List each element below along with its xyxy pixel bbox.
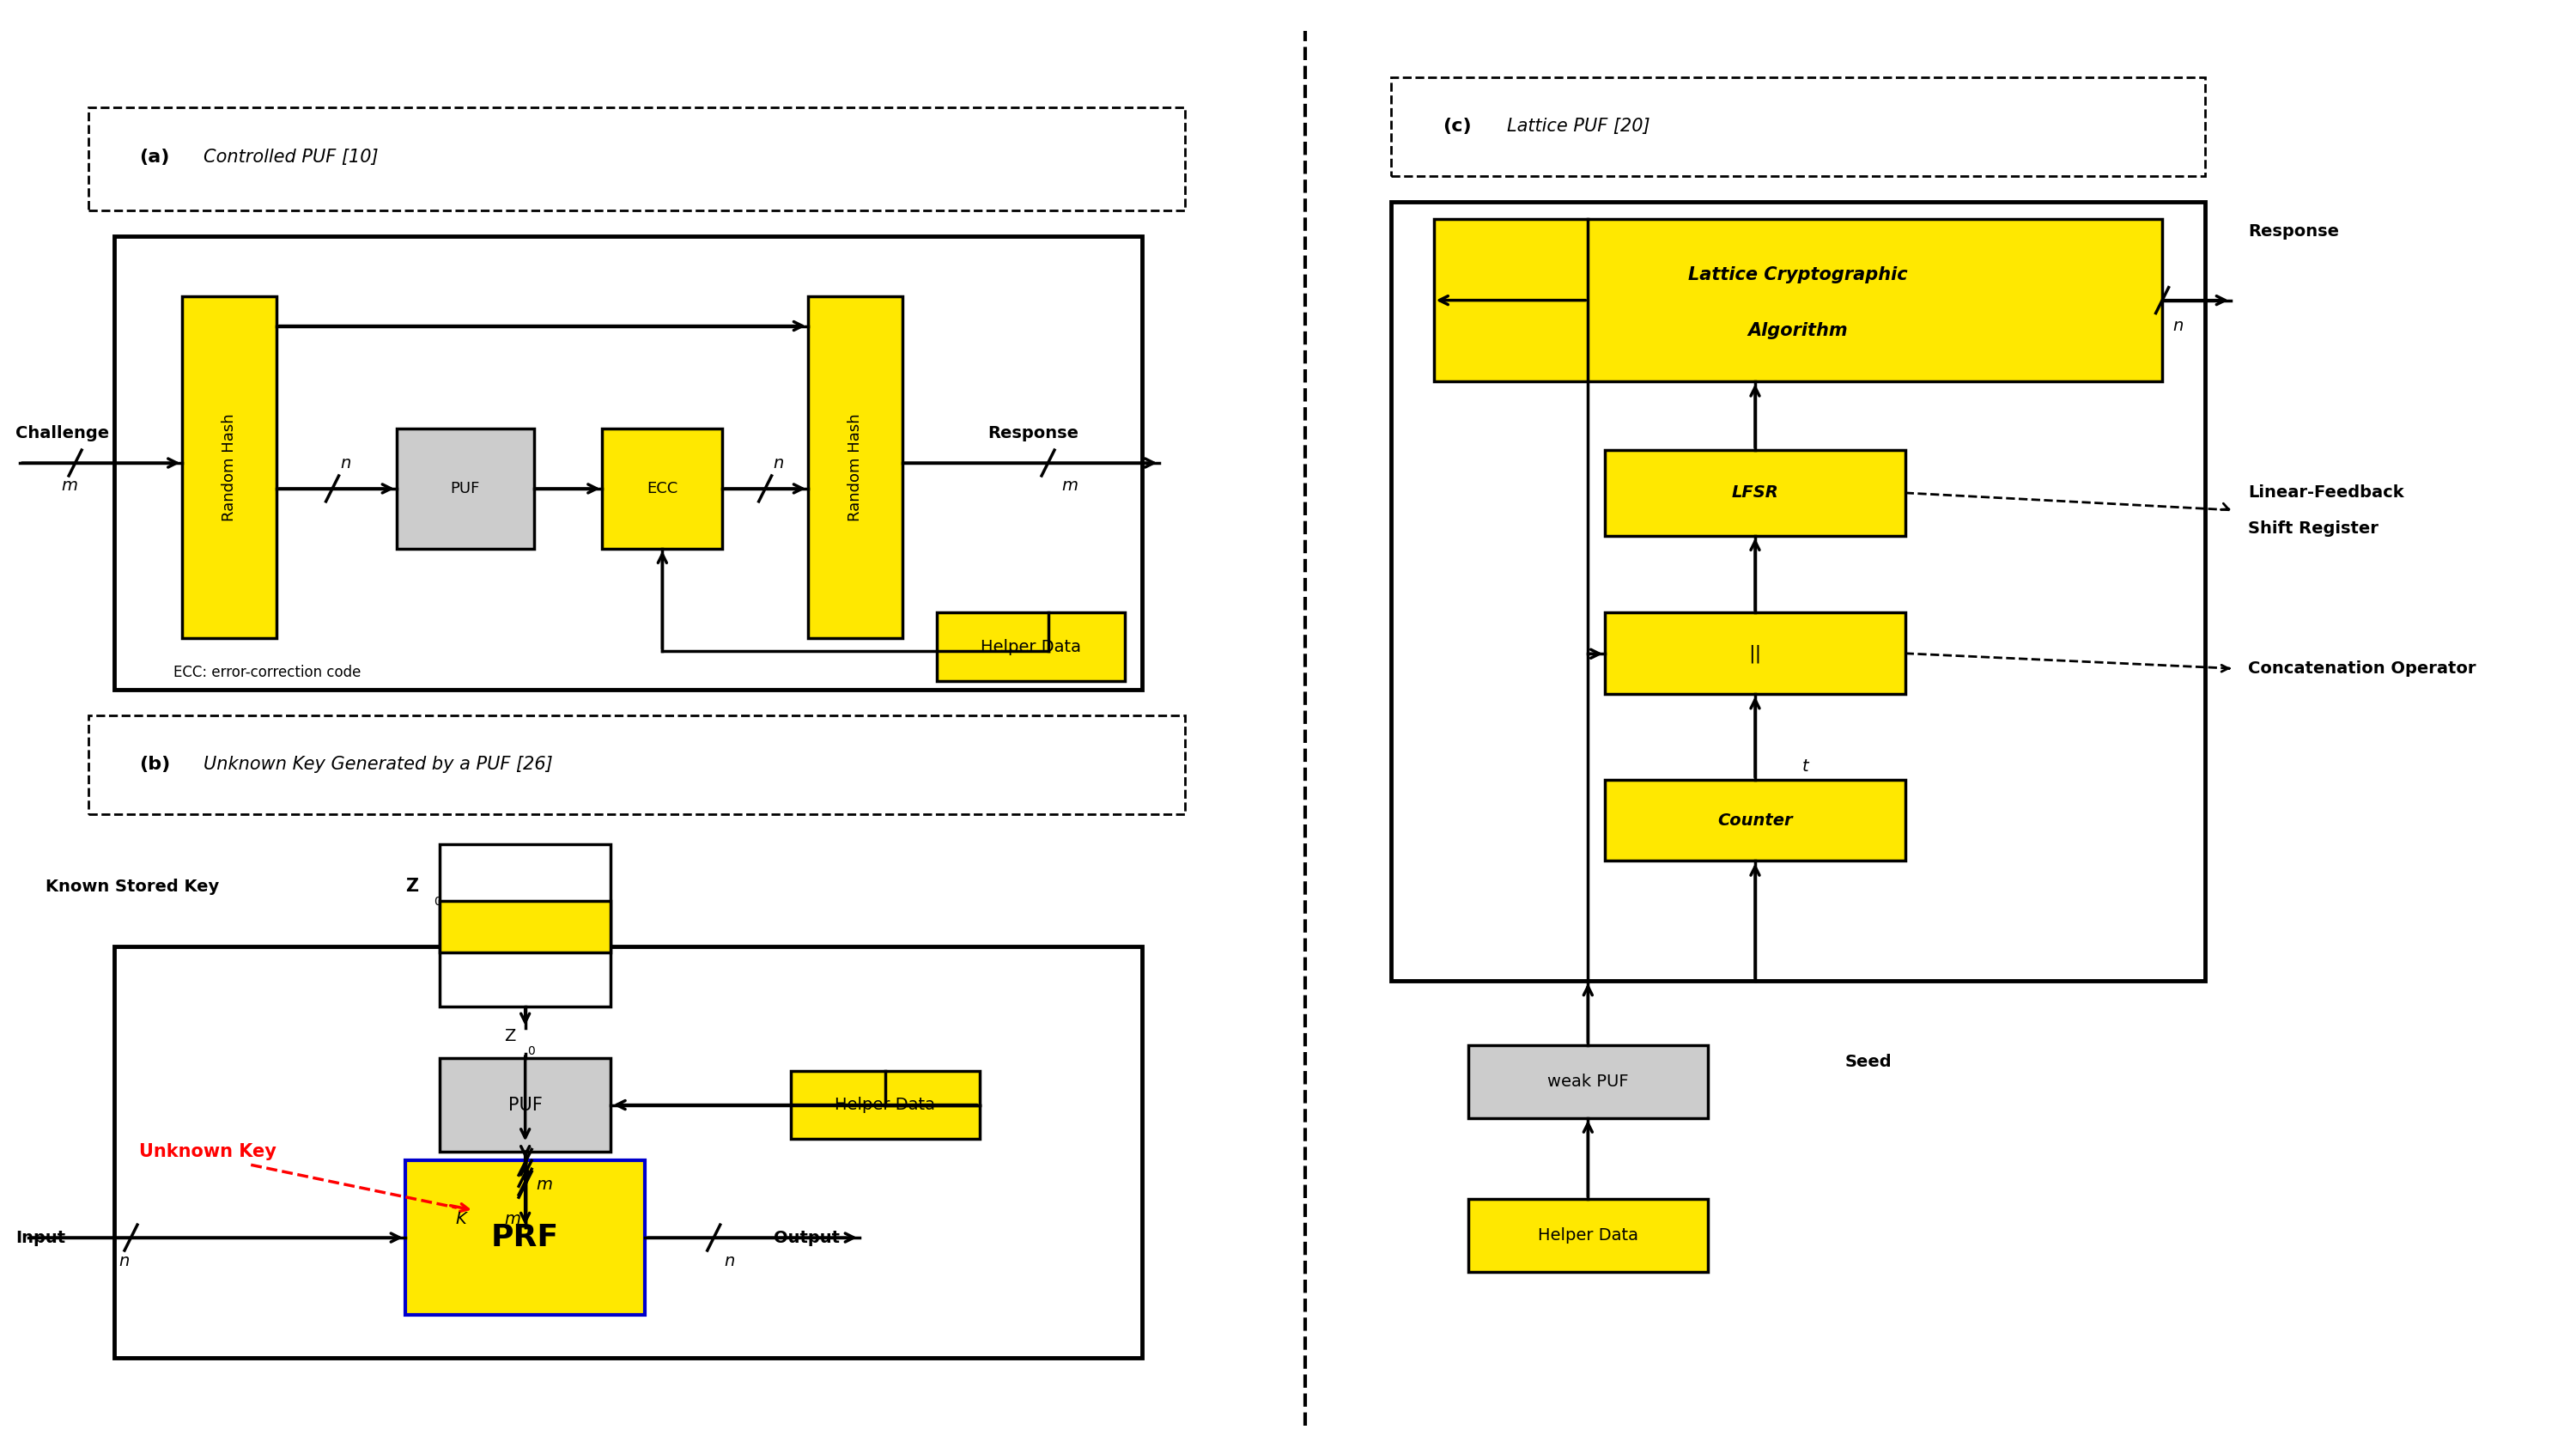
Bar [397, 429, 533, 548]
Bar [1605, 779, 1906, 861]
Bar [404, 1160, 644, 1314]
Bar [1605, 451, 1906, 535]
Text: Helper Data: Helper Data [1538, 1227, 1638, 1243]
Bar [113, 236, 1141, 689]
Bar [440, 1059, 611, 1152]
Text: PRF: PRF [492, 1223, 559, 1252]
Text: Output: Output [773, 1230, 840, 1246]
Bar [440, 843, 611, 1006]
Bar [88, 108, 1185, 211]
Text: t: t [1803, 759, 1808, 775]
Text: Input: Input [15, 1230, 64, 1246]
Text: n: n [2172, 318, 2182, 334]
Text: Helper Data: Helper Data [981, 638, 1082, 656]
Text: Z: Z [505, 1028, 515, 1044]
Text: n: n [773, 455, 783, 471]
Text: (b): (b) [139, 756, 170, 774]
Text: m: m [1061, 478, 1077, 494]
Text: m: m [505, 1211, 520, 1227]
Text: m: m [536, 1176, 551, 1192]
Text: Algorithm: Algorithm [1749, 321, 1847, 339]
Text: LFSR: LFSR [1731, 484, 1777, 502]
Text: m: m [62, 478, 77, 494]
Bar [809, 297, 902, 638]
Text: Lattice Cryptographic: Lattice Cryptographic [1687, 266, 1909, 284]
Text: ECC: ECC [647, 481, 677, 496]
Text: Seed: Seed [1844, 1054, 1891, 1070]
Text: (a): (a) [139, 148, 170, 166]
Text: Response: Response [989, 425, 1079, 441]
Text: Shift Register: Shift Register [2249, 521, 2378, 537]
Text: Z: Z [404, 878, 417, 896]
Bar [440, 901, 611, 952]
Bar [1605, 612, 1906, 694]
Text: Unknown Key: Unknown Key [139, 1143, 276, 1160]
Text: n: n [724, 1253, 734, 1269]
Bar [791, 1070, 979, 1138]
Text: 0: 0 [433, 896, 440, 909]
Text: Concatenation Operator: Concatenation Operator [2249, 660, 2476, 676]
Text: n: n [340, 455, 350, 471]
Text: Counter: Counter [1718, 813, 1793, 829]
Text: Response: Response [2249, 224, 2339, 240]
Text: Lattice PUF [20]: Lattice PUF [20] [1507, 118, 1649, 135]
Text: Unknown Key Generated by a PUF [26]: Unknown Key Generated by a PUF [26] [204, 756, 554, 774]
Text: (c): (c) [1443, 118, 1471, 135]
Bar [1468, 1045, 1708, 1118]
Text: PUF: PUF [507, 1096, 544, 1114]
Text: Known Stored Key: Known Stored Key [46, 878, 219, 894]
Text: Challenge: Challenge [15, 425, 108, 441]
Text: weak PUF: weak PUF [1548, 1073, 1628, 1089]
Text: Helper Data: Helper Data [835, 1096, 935, 1114]
Text: Random Hash: Random Hash [848, 413, 863, 521]
Text: PUF: PUF [451, 481, 479, 496]
Bar [1391, 77, 2205, 176]
Bar [1435, 220, 2161, 381]
Bar [88, 715, 1185, 814]
Text: Linear-Feedback: Linear-Feedback [2249, 484, 2403, 502]
Text: Controlled PUF [10]: Controlled PUF [10] [204, 148, 379, 166]
Bar [938, 612, 1126, 682]
Bar [113, 947, 1141, 1358]
Text: n: n [118, 1253, 129, 1269]
Bar [1468, 1200, 1708, 1272]
Text: ||: || [1749, 644, 1762, 663]
Bar [183, 297, 276, 638]
Text: ECC: error-correction code: ECC: error-correction code [173, 664, 361, 680]
Bar [603, 429, 721, 548]
Text: Random Hash: Random Hash [222, 413, 237, 521]
Text: K: K [456, 1211, 466, 1227]
Bar [1391, 202, 2205, 981]
Text: 0: 0 [528, 1045, 533, 1057]
